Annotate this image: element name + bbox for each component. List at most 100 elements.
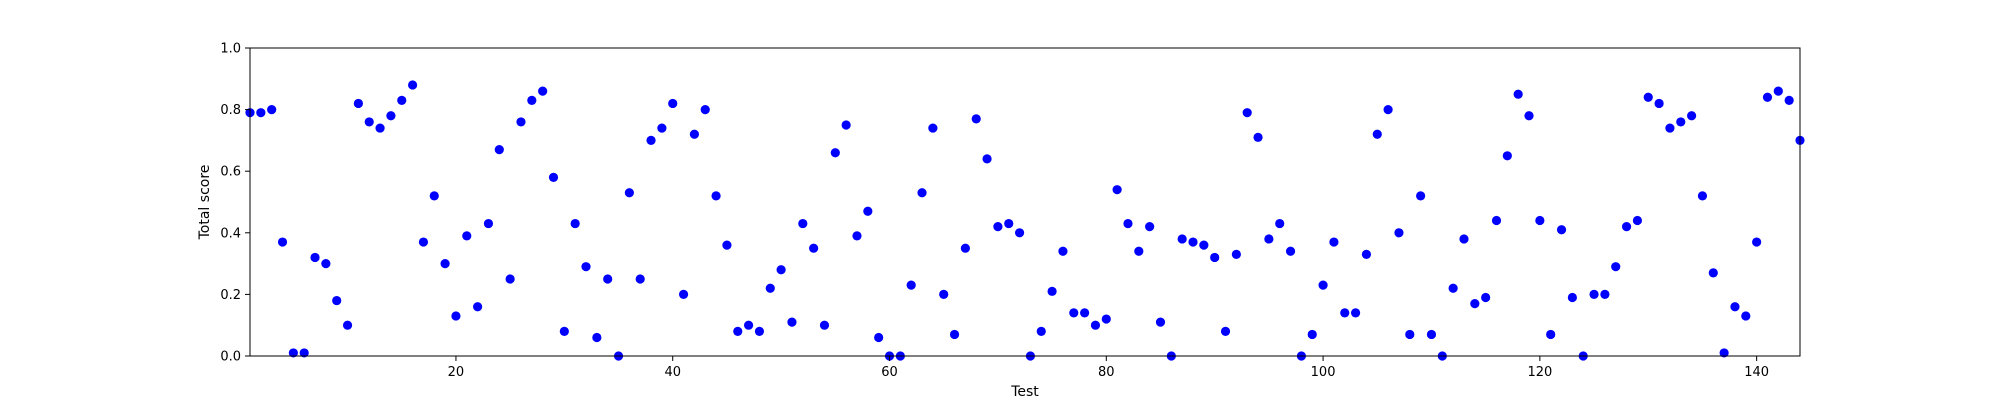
data-point bbox=[624, 188, 634, 198]
data-point bbox=[1264, 234, 1274, 244]
data-point bbox=[1199, 240, 1209, 250]
data-point bbox=[1676, 117, 1686, 127]
data-point bbox=[1567, 292, 1577, 303]
data-point bbox=[1632, 215, 1643, 226]
data-point bbox=[342, 320, 353, 330]
data-point bbox=[635, 274, 645, 284]
y-tick-label: 0.0 bbox=[220, 350, 241, 365]
data-point bbox=[1513, 89, 1523, 99]
data-point bbox=[1047, 286, 1057, 296]
data-point bbox=[1145, 222, 1155, 232]
data-point bbox=[440, 259, 450, 269]
data-point bbox=[971, 114, 981, 124]
data-point bbox=[1665, 123, 1675, 133]
data-point bbox=[1123, 218, 1133, 229]
data-point bbox=[494, 145, 504, 155]
data-point bbox=[1708, 268, 1718, 278]
data-point bbox=[1004, 218, 1014, 229]
data-point bbox=[1773, 86, 1783, 96]
data-point bbox=[1719, 348, 1729, 358]
data-point bbox=[1220, 326, 1231, 336]
data-point bbox=[1134, 246, 1144, 256]
y-axis-label: Total score bbox=[197, 165, 213, 241]
data-point bbox=[1101, 314, 1111, 324]
data-points bbox=[245, 80, 1805, 361]
data-point bbox=[1600, 289, 1610, 299]
data-point bbox=[375, 123, 385, 133]
data-point bbox=[581, 262, 591, 272]
data-point bbox=[483, 218, 494, 229]
data-point bbox=[668, 98, 678, 109]
data-point bbox=[288, 348, 298, 358]
data-point bbox=[1155, 317, 1166, 327]
data-point bbox=[733, 326, 743, 336]
data-point bbox=[386, 111, 396, 121]
data-point bbox=[776, 265, 786, 275]
data-point bbox=[765, 283, 775, 293]
data-point bbox=[1546, 329, 1556, 340]
data-point bbox=[538, 86, 548, 96]
x-axis: 20 40 60 80 100 120 140 bbox=[448, 356, 1769, 380]
data-point bbox=[1730, 302, 1740, 312]
data-point bbox=[451, 311, 461, 321]
data-point bbox=[1329, 237, 1339, 247]
data-point bbox=[646, 135, 656, 145]
data-point bbox=[473, 302, 483, 312]
y-tick-label: 0.2 bbox=[220, 288, 241, 303]
data-point bbox=[1350, 308, 1361, 318]
data-point bbox=[1459, 234, 1469, 244]
data-point bbox=[332, 295, 342, 306]
data-point bbox=[418, 237, 429, 247]
data-point bbox=[397, 95, 407, 105]
data-point bbox=[949, 329, 960, 340]
y-axis: 0.0 0.2 0.4 0.6 0.8 1.0 bbox=[220, 42, 250, 365]
data-point bbox=[1058, 246, 1068, 256]
data-point bbox=[700, 105, 710, 115]
data-point bbox=[852, 231, 862, 241]
data-point bbox=[1307, 329, 1317, 340]
data-point bbox=[722, 240, 732, 250]
data-point bbox=[1275, 218, 1285, 229]
data-point bbox=[592, 332, 602, 343]
data-point bbox=[364, 117, 374, 127]
data-point bbox=[711, 191, 721, 201]
data-point bbox=[462, 231, 472, 241]
data-point bbox=[787, 317, 797, 327]
data-point bbox=[1188, 237, 1198, 247]
data-point bbox=[689, 129, 700, 139]
data-point bbox=[1069, 308, 1079, 318]
data-point bbox=[1394, 228, 1404, 238]
data-point bbox=[321, 259, 331, 269]
data-point bbox=[1481, 292, 1491, 303]
data-point bbox=[1361, 249, 1372, 259]
data-point bbox=[1242, 108, 1252, 118]
data-point bbox=[1524, 111, 1534, 121]
data-point bbox=[809, 243, 819, 253]
data-point bbox=[982, 154, 992, 164]
data-point bbox=[1687, 111, 1697, 121]
data-point bbox=[1405, 329, 1415, 340]
y-tick-label: 0.8 bbox=[220, 103, 241, 118]
data-point bbox=[277, 237, 288, 247]
data-point bbox=[1036, 326, 1046, 336]
data-point bbox=[1470, 299, 1480, 309]
data-point bbox=[1502, 151, 1512, 161]
data-point bbox=[939, 289, 949, 299]
data-point bbox=[570, 218, 580, 229]
x-axis-label: Test bbox=[1010, 384, 1039, 400]
data-point bbox=[1210, 252, 1220, 263]
data-point bbox=[548, 172, 559, 182]
x-tick-label: 80 bbox=[1098, 365, 1115, 380]
data-point bbox=[1784, 95, 1794, 105]
data-point bbox=[267, 105, 277, 115]
data-point bbox=[1177, 234, 1187, 244]
x-tick-label: 20 bbox=[448, 365, 465, 380]
data-point bbox=[353, 98, 363, 109]
data-point bbox=[407, 80, 418, 90]
data-point bbox=[559, 326, 569, 336]
data-point bbox=[841, 120, 851, 130]
plot-frame bbox=[249, 47, 1801, 357]
x-tick-label: 100 bbox=[1311, 365, 1336, 380]
data-point bbox=[1448, 283, 1458, 293]
